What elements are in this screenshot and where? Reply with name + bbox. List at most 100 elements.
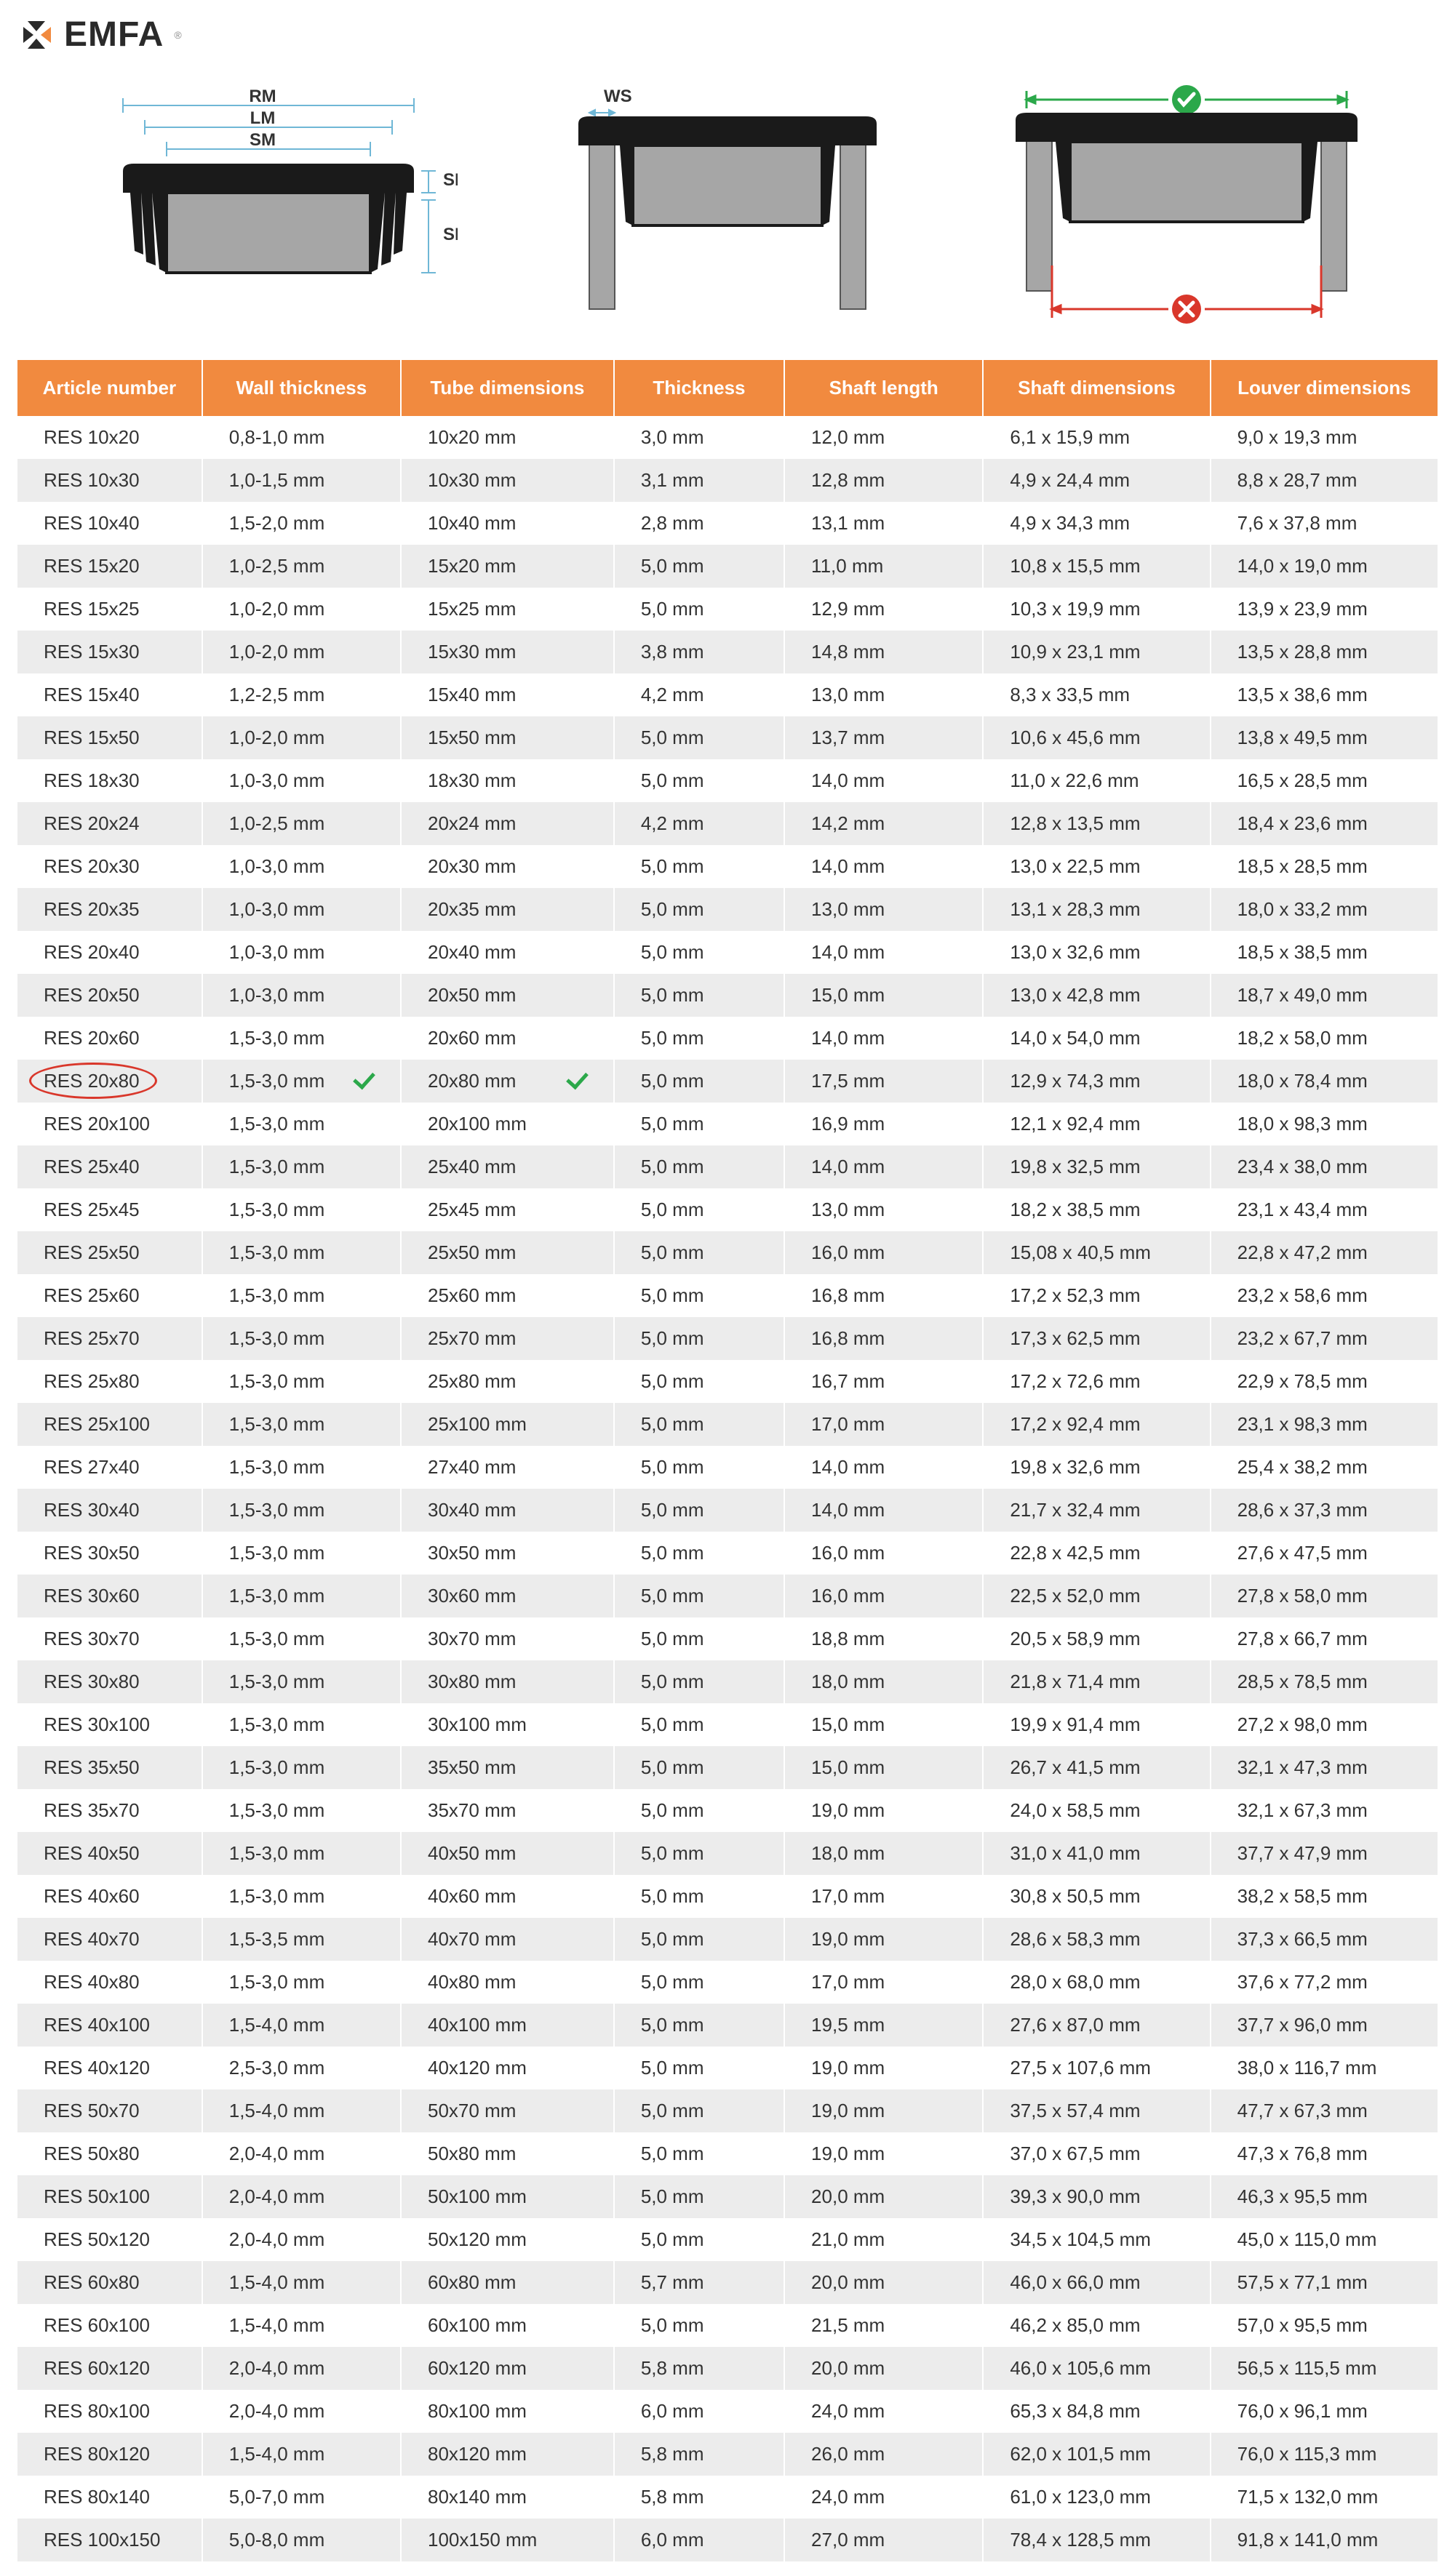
table-cell: 23,2 x 58,6 mm — [1211, 1274, 1438, 1317]
table-cell: 1,5-2,0 mm — [202, 502, 401, 545]
table-cell: 16,7 mm — [784, 1360, 983, 1403]
table-cell: 28,0 x 68,0 mm — [983, 1961, 1210, 2004]
table-cell: 46,0 x 105,6 mm — [983, 2347, 1210, 2390]
table-cell: RES 15x25 — [17, 588, 202, 631]
table-cell: 25x45 mm — [401, 1188, 614, 1231]
table-cell: 30x70 mm — [401, 1617, 614, 1660]
table-cell: 12,8 x 13,5 mm — [983, 802, 1210, 845]
table-cell: 13,9 x 23,9 mm — [1211, 588, 1438, 631]
table-cell: 1,5-3,0 mm — [202, 1961, 401, 2004]
table-cell: 5,0 mm — [614, 759, 784, 802]
table-cell: 5,0 mm — [614, 1403, 784, 1446]
table-cell: 18,0 x 78,4 mm — [1211, 1060, 1438, 1103]
table-cell: RES 15x20 — [17, 545, 202, 588]
table-cell: 19,8 x 32,6 mm — [983, 1446, 1210, 1489]
table-cell: RES 50x100 — [17, 2175, 202, 2218]
table-cell: 1,5-3,0 mm — [202, 1532, 401, 1575]
table-cell: 46,3 x 95,5 mm — [1211, 2175, 1438, 2218]
table-cell: 13,0 x 32,6 mm — [983, 931, 1210, 974]
table-cell: 5,0 mm — [614, 588, 784, 631]
table-cell: 5,7 mm — [614, 2261, 784, 2304]
table-cell: RES 40x60 — [17, 1875, 202, 1918]
table-cell: 100x150 mm — [401, 2519, 614, 2561]
table-cell: 5,0 mm — [614, 2132, 784, 2175]
table-cell: 13,1 x 28,3 mm — [983, 888, 1210, 931]
table-cell: 1,5-4,0 mm — [202, 2004, 401, 2047]
table-cell: 50x100 mm — [401, 2175, 614, 2218]
table-cell: 20x60 mm — [401, 1017, 614, 1060]
table-cell: 15,0 mm — [784, 1746, 983, 1789]
table-cell: 5,0 mm — [614, 1017, 784, 1060]
table-cell: RES 25x45 — [17, 1188, 202, 1231]
table-cell: 30x40 mm — [401, 1489, 614, 1532]
table-cell: RES 30x60 — [17, 1575, 202, 1617]
table-cell: 60x100 mm — [401, 2304, 614, 2347]
table-row: RES 40x501,5-3,0 mm40x50 mm5,0 mm18,0 mm… — [17, 1832, 1438, 1875]
table-cell: 16,8 mm — [784, 1317, 983, 1360]
table-row: RES 25x801,5-3,0 mm25x80 mm5,0 mm16,7 mm… — [17, 1360, 1438, 1403]
table-cell: 13,0 mm — [784, 888, 983, 931]
table-cell: 18,8 mm — [784, 1617, 983, 1660]
label-rm: RM — [250, 87, 276, 106]
table-cell: 27,5 x 107,6 mm — [983, 2047, 1210, 2089]
table-cell: 5,0 mm — [614, 545, 784, 588]
table-cell: 17,2 x 72,6 mm — [983, 1360, 1210, 1403]
table-cell: 23,1 x 43,4 mm — [1211, 1188, 1438, 1231]
table-row: RES 40x701,5-3,5 mm40x70 mm5,0 mm19,0 mm… — [17, 1918, 1438, 1961]
table-cell: 5,0 mm — [614, 1489, 784, 1532]
col-header-article: Article number — [17, 360, 202, 416]
table-cell: 15x20 mm — [401, 545, 614, 588]
diagram-dimensions: RM LM SM SK SE — [61, 84, 477, 316]
specifications-table: Article number Wall thickness Tube dimen… — [17, 360, 1438, 2561]
table-row: RES 25x401,5-3,0 mm25x40 mm5,0 mm14,0 mm… — [17, 1145, 1438, 1188]
table-cell: 12,9 mm — [784, 588, 983, 631]
table-cell: 19,0 mm — [784, 2047, 983, 2089]
table-cell: RES 20x60 — [17, 1017, 202, 1060]
table-cell: 50x70 mm — [401, 2089, 614, 2132]
table-row: RES 10x301,0-1,5 mm10x30 mm3,1 mm12,8 mm… — [17, 459, 1438, 502]
table-row: RES 20x241,0-2,5 mm20x24 mm4,2 mm14,2 mm… — [17, 802, 1438, 845]
table-cell: 1,5-3,0 mm — [202, 1746, 401, 1789]
table-cell: 17,3 x 62,5 mm — [983, 1317, 1210, 1360]
table-row: RES 25x601,5-3,0 mm25x60 mm5,0 mm16,8 mm… — [17, 1274, 1438, 1317]
table-cell: 25x40 mm — [401, 1145, 614, 1188]
table-cell: 23,1 x 98,3 mm — [1211, 1403, 1438, 1446]
table-cell: 14,0 mm — [784, 1145, 983, 1188]
table-cell: 13,7 mm — [784, 716, 983, 759]
table-cell: 24,0 mm — [784, 2476, 983, 2519]
table-row: RES 50x701,5-4,0 mm50x70 mm5,0 mm19,0 mm… — [17, 2089, 1438, 2132]
table-cell: 22,8 x 42,5 mm — [983, 1532, 1210, 1575]
table-cell: 5,0 mm — [614, 888, 784, 931]
table-cell: 20x100 mm — [401, 1103, 614, 1145]
table-row: RES 80x1405,0-7,0 mm80x140 mm5,8 mm24,0 … — [17, 2476, 1438, 2519]
table-cell: 5,0 mm — [614, 2089, 784, 2132]
table-cell: 16,0 mm — [784, 1231, 983, 1274]
technical-diagrams: RM LM SM SK SE — [17, 76, 1438, 360]
table-cell: 22,5 x 52,0 mm — [983, 1575, 1210, 1617]
table-cell: 14,0 x 19,0 mm — [1211, 545, 1438, 588]
table-cell: 14,0 mm — [784, 1446, 983, 1489]
table-cell: 27,8 x 58,0 mm — [1211, 1575, 1438, 1617]
table-cell: 1,2-2,5 mm — [202, 673, 401, 716]
table-cell: 13,0 x 22,5 mm — [983, 845, 1210, 888]
table-cell: 37,5 x 57,4 mm — [983, 2089, 1210, 2132]
table-cell: 15,0 mm — [784, 974, 983, 1017]
table-cell: 3,1 mm — [614, 459, 784, 502]
table-cell: RES 20x30 — [17, 845, 202, 888]
table-cell: 20x50 mm — [401, 974, 614, 1017]
table-row: RES 60x1202,0-4,0 mm60x120 mm5,8 mm20,0 … — [17, 2347, 1438, 2390]
table-cell: 17,2 x 52,3 mm — [983, 1274, 1210, 1317]
table-cell: 5,0 mm — [614, 1532, 784, 1575]
table-cell: RES 25x80 — [17, 1360, 202, 1403]
table-cell: 1,5-3,0 mm — [202, 1317, 401, 1360]
table-cell: 37,6 x 77,2 mm — [1211, 1961, 1438, 2004]
table-row: RES 25x1001,5-3,0 mm25x100 mm5,0 mm17,0 … — [17, 1403, 1438, 1446]
table-cell: 19,5 mm — [784, 2004, 983, 2047]
table-cell: 5,0 mm — [614, 1446, 784, 1489]
table-cell: 5,0 mm — [614, 1188, 784, 1231]
table-cell: 31,0 x 41,0 mm — [983, 1832, 1210, 1875]
table-cell: 4,9 x 34,3 mm — [983, 502, 1210, 545]
brand-name: EMFA — [64, 15, 164, 55]
table-cell: 11,0 mm — [784, 545, 983, 588]
table-row: RES 20x351,0-3,0 mm20x35 mm5,0 mm13,0 mm… — [17, 888, 1438, 931]
